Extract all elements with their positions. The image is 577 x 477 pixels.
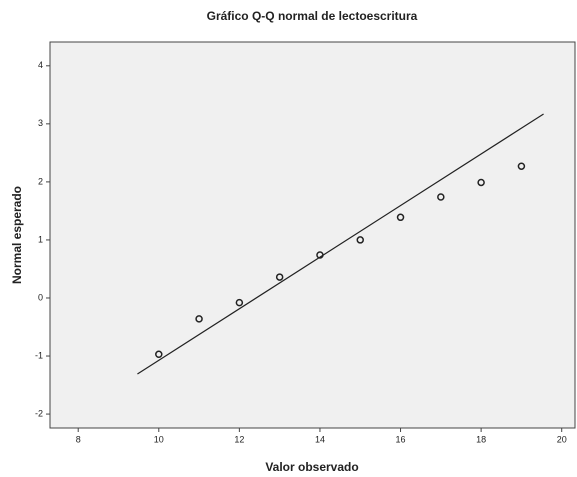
y-tick-label: 0	[38, 292, 43, 302]
data-point	[477, 178, 485, 187]
data-point	[235, 298, 244, 307]
x-tick-label: 10	[154, 434, 164, 444]
data-point	[517, 162, 526, 170]
data-point	[316, 251, 324, 259]
x-tick-label: 14	[315, 434, 325, 444]
x-tick-label: 16	[396, 434, 406, 444]
y-tick-label: -2	[35, 408, 43, 418]
y-tick-label: 1	[38, 234, 43, 244]
y-tick-label: 4	[38, 60, 43, 70]
x-axis-label: Valor observado	[265, 460, 358, 474]
data-point	[437, 193, 445, 201]
data-point	[396, 213, 405, 222]
plot-area	[49, 41, 576, 429]
y-axis-label: Normal esperado	[10, 186, 24, 284]
y-tick-label: 2	[38, 176, 43, 186]
x-tick-label: 12	[234, 434, 244, 444]
x-tick-label: 8	[76, 434, 81, 444]
chart-title: Gráfico Q-Q normal de lectoescritura	[207, 9, 418, 23]
y-tick-label: -1	[35, 350, 43, 360]
reference-line	[137, 113, 544, 375]
data-point	[195, 315, 203, 323]
data-point	[275, 273, 284, 281]
x-tick-label: 18	[476, 434, 486, 444]
data-point	[155, 350, 163, 359]
x-tick-label: 20	[557, 434, 567, 444]
y-tick-label: 3	[38, 118, 43, 128]
data-point	[356, 236, 364, 244]
